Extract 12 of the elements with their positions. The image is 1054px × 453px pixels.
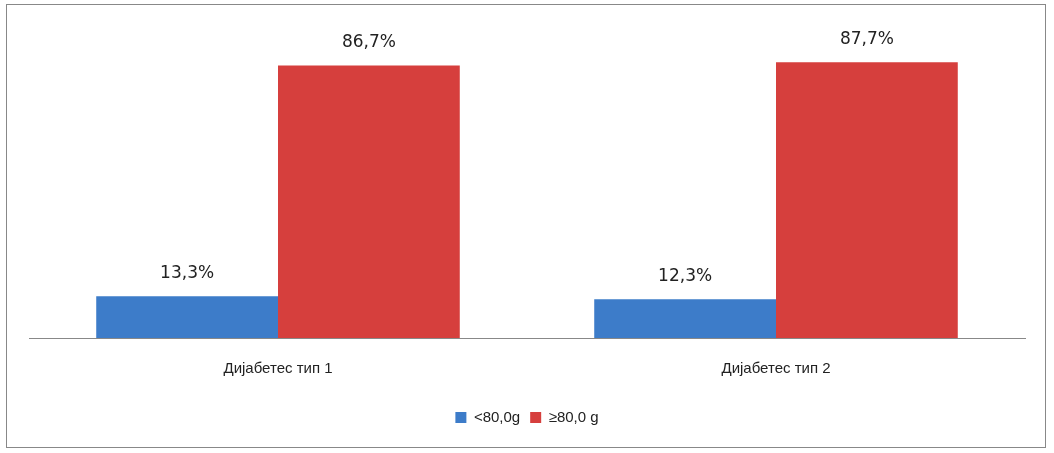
x-tick-label: Дијабетес тип 1 [223, 359, 333, 377]
legend-label: ≥80,0 g [548, 407, 599, 425]
bar [776, 62, 958, 338]
bar [96, 296, 278, 338]
data-label: 86,7% [341, 31, 396, 52]
data-label: 13,3% [160, 262, 215, 283]
legend-label: <80,0g [473, 407, 521, 425]
x-tick-label: Дијабетес тип 2 [721, 359, 831, 377]
data-label: 87,7% [839, 28, 894, 49]
bar [594, 299, 776, 338]
bar [278, 65, 460, 338]
data-label: 12,3% [658, 265, 713, 286]
